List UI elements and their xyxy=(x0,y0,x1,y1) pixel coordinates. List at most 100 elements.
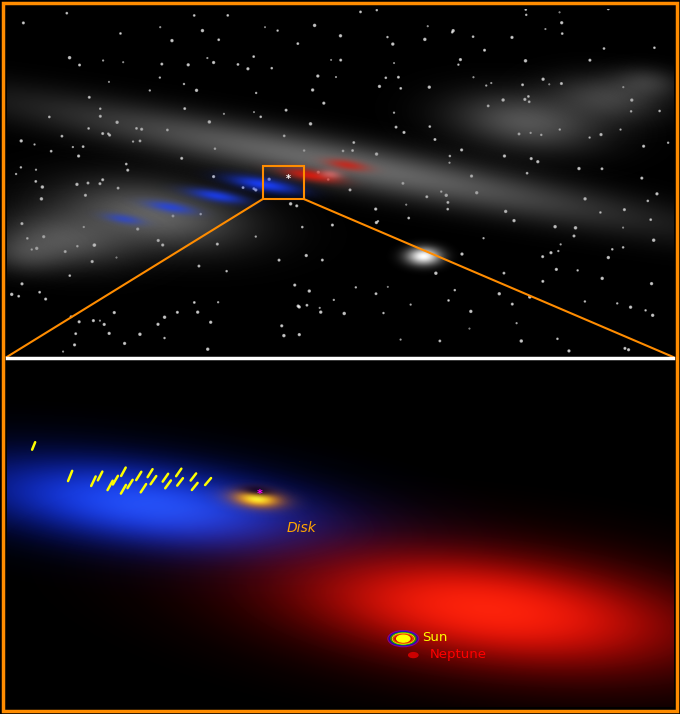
Point xyxy=(524,291,535,303)
Point xyxy=(619,204,630,216)
Point xyxy=(27,243,37,255)
Point xyxy=(204,116,215,128)
Point xyxy=(103,76,114,88)
Point xyxy=(420,34,430,45)
Point xyxy=(623,344,634,356)
Point xyxy=(98,55,109,66)
Point xyxy=(345,184,356,196)
Point xyxy=(301,250,311,261)
Point xyxy=(511,318,522,329)
Point xyxy=(455,54,466,65)
Text: Disk: Disk xyxy=(287,521,316,536)
Point xyxy=(328,294,339,306)
Point xyxy=(82,177,93,188)
Point xyxy=(250,184,261,196)
Point xyxy=(157,239,168,251)
Point xyxy=(436,186,447,197)
Point xyxy=(568,230,579,241)
Point xyxy=(617,222,628,233)
Point xyxy=(115,28,126,39)
Point xyxy=(549,221,560,232)
Point xyxy=(121,159,132,170)
Point xyxy=(481,80,492,91)
Point xyxy=(73,316,84,328)
Point xyxy=(540,24,551,35)
Point xyxy=(136,124,147,135)
Point xyxy=(618,81,629,93)
Point xyxy=(499,151,510,162)
Point xyxy=(29,139,40,150)
Point xyxy=(73,151,84,162)
Point xyxy=(647,310,658,321)
Point xyxy=(209,143,220,154)
Point xyxy=(430,134,441,145)
Point xyxy=(153,235,164,246)
Point xyxy=(88,239,99,251)
Point xyxy=(347,145,358,156)
Point xyxy=(233,59,243,70)
Point xyxy=(197,25,208,36)
Point xyxy=(80,190,91,201)
Point xyxy=(46,146,56,157)
Point xyxy=(208,171,219,182)
Point xyxy=(304,286,315,297)
Point xyxy=(301,299,312,311)
Point xyxy=(663,137,674,149)
Point xyxy=(524,96,534,108)
Circle shape xyxy=(396,635,410,642)
Point xyxy=(313,166,324,178)
Point xyxy=(388,39,398,50)
Point xyxy=(468,31,479,42)
Point xyxy=(572,265,583,276)
Point xyxy=(525,127,536,139)
Point xyxy=(453,59,464,71)
Point xyxy=(636,172,647,183)
Point xyxy=(16,278,27,290)
Point xyxy=(564,345,575,356)
Point xyxy=(522,168,532,179)
Circle shape xyxy=(409,653,418,658)
Point xyxy=(596,129,607,140)
Point xyxy=(95,111,106,122)
Point xyxy=(335,30,346,41)
Point xyxy=(371,4,382,16)
Point xyxy=(250,231,261,242)
Point xyxy=(390,121,401,133)
Point xyxy=(159,332,170,343)
Point xyxy=(135,135,146,146)
Point xyxy=(38,231,49,243)
Point xyxy=(651,188,662,199)
Point xyxy=(649,42,660,54)
Point xyxy=(648,234,659,246)
Point xyxy=(289,279,300,291)
Point xyxy=(639,141,649,152)
Point xyxy=(131,123,142,134)
Bar xyxy=(262,166,304,199)
Point xyxy=(16,161,27,173)
Point xyxy=(626,106,636,117)
Point xyxy=(71,178,82,190)
Point xyxy=(398,178,409,189)
Point xyxy=(327,219,338,231)
Point xyxy=(464,323,475,334)
Point xyxy=(555,238,566,250)
Point xyxy=(180,103,190,114)
Point xyxy=(424,121,435,132)
Point xyxy=(645,214,656,226)
Point xyxy=(646,278,657,289)
Point xyxy=(595,207,606,218)
Point xyxy=(202,343,213,355)
Point xyxy=(87,256,98,267)
Point xyxy=(607,243,617,255)
Point xyxy=(465,306,476,317)
Point xyxy=(447,25,458,36)
Point xyxy=(118,56,129,68)
Point xyxy=(214,34,224,46)
Point xyxy=(237,182,248,193)
Point xyxy=(22,233,33,244)
Point xyxy=(155,21,166,33)
Point xyxy=(626,94,637,106)
Point xyxy=(11,169,22,180)
Point xyxy=(536,129,547,141)
Point xyxy=(532,156,543,167)
